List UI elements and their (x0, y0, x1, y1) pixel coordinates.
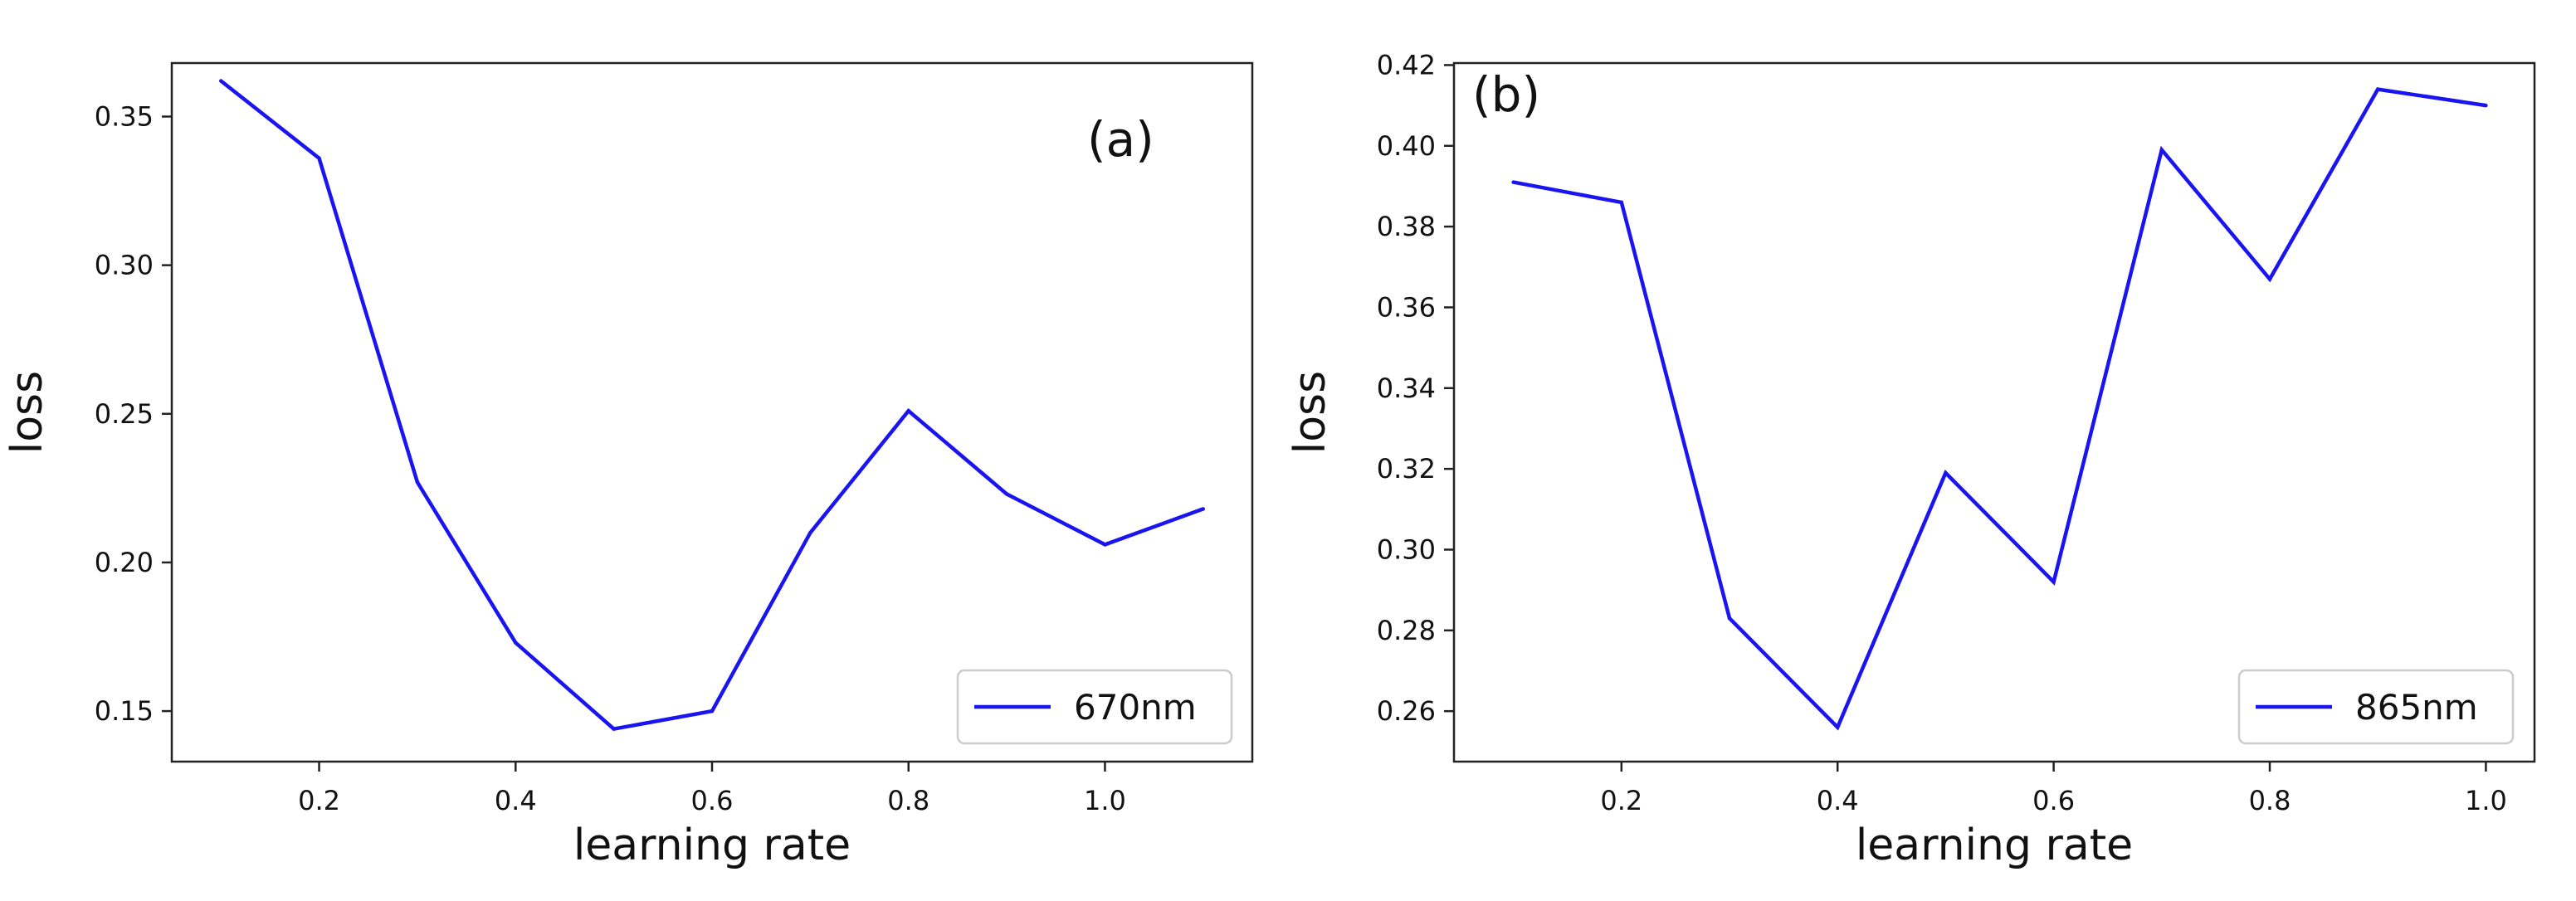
x-tick-label: 0.8 (887, 785, 929, 816)
data-point (2484, 103, 2488, 108)
plot-frame (170, 61, 1254, 763)
data-point (1201, 507, 1206, 511)
data-point (317, 156, 321, 160)
data-point (1619, 200, 1624, 205)
chart-panel-a: 0.2 0.4 0.6 0.8 1.0 0.15 0.20 0.25 0.30 0.35 learn… (2, 61, 1254, 870)
x-tick-label: 0.8 (2249, 785, 2291, 816)
legend: 670nm (956, 669, 1233, 745)
y-tick-label: 0.32 (1377, 453, 1436, 485)
y-tick-label: 0.35 (95, 100, 154, 132)
chart-panel-b: 0.2 0.4 0.6 0.8 1.0 0.26 0.28 0.30 0.32 0.34 0.36 0… (1286, 49, 2536, 870)
x-tick-label: 1.0 (2465, 785, 2507, 816)
data-point (2052, 580, 2056, 584)
data-point (710, 709, 715, 713)
data-point (808, 530, 812, 535)
x-tick-label: 0.4 (495, 785, 537, 816)
y-tick-label: 0.34 (1377, 373, 1436, 404)
data-point (218, 79, 223, 83)
x-tick-label: 0.4 (1817, 785, 1859, 816)
legend-box (2237, 669, 2515, 745)
data-point (2159, 148, 2164, 152)
x-axis-label: learning rate (1856, 821, 2133, 870)
panel-label: (b) (1472, 66, 1540, 123)
y-tick-label: 0.26 (1377, 695, 1436, 727)
data-point (612, 727, 616, 731)
y-tick-label: 0.20 (95, 547, 154, 578)
plot-frame (1452, 61, 2536, 763)
data-point (2267, 277, 2272, 281)
y-tick-label: 0.36 (1377, 291, 1436, 323)
x-tick-label: 0.6 (691, 785, 734, 816)
legend-box (956, 669, 1233, 745)
data-point (2376, 87, 2380, 91)
x-tick-label: 1.0 (1084, 785, 1126, 816)
x-tick-label: 0.6 (2032, 785, 2075, 816)
legend-label: 670nm (1074, 687, 1197, 728)
y-tick-label: 0.30 (1377, 533, 1436, 565)
y-tick-label: 0.25 (95, 398, 154, 430)
y-tick-label: 0.42 (1377, 49, 1436, 80)
legend: 865nm (2237, 669, 2515, 745)
series-line-865nm (1513, 87, 2486, 731)
data-point (415, 480, 420, 485)
legend-label: 865nm (2355, 687, 2478, 728)
data-point (906, 409, 910, 413)
data-point (1103, 543, 1107, 547)
data-point (1944, 470, 1948, 475)
x-tick-label: 0.2 (1600, 785, 1642, 816)
x-axis-label: learning rate (573, 821, 851, 870)
y-tick-label: 0.30 (95, 250, 154, 281)
y-axis-label: loss (1286, 371, 1335, 454)
data-point (514, 640, 518, 645)
x-tick-label: 0.2 (298, 785, 340, 816)
data-point (1727, 616, 1732, 621)
y-tick-label: 0.40 (1377, 130, 1436, 162)
y-tick-label: 0.38 (1377, 211, 1436, 242)
data-point (1004, 492, 1009, 496)
data-point (1511, 180, 1515, 184)
y-tick-label: 0.28 (1377, 615, 1436, 646)
y-axis-label: loss (2, 371, 52, 454)
y-tick-label: 0.15 (95, 695, 154, 727)
panel-label: (a) (1087, 111, 1154, 168)
data-point (1836, 725, 1840, 729)
